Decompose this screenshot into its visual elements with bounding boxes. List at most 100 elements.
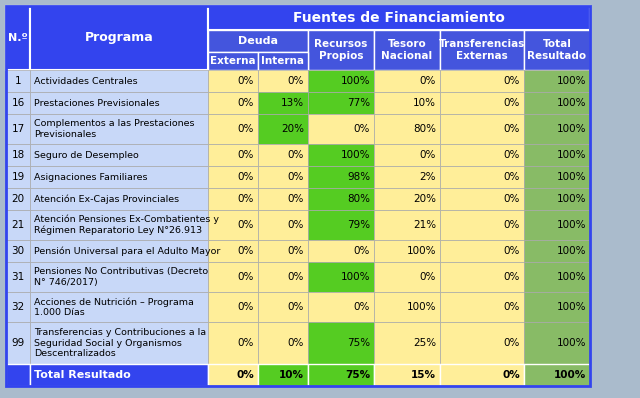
- Text: 0%: 0%: [504, 246, 520, 256]
- Text: Pensión Universal para el Adulto Mayor: Pensión Universal para el Adulto Mayor: [34, 246, 220, 256]
- Bar: [6, 240, 30, 262]
- Text: 2%: 2%: [419, 172, 436, 182]
- Text: 17: 17: [12, 124, 24, 134]
- Bar: [208, 188, 258, 210]
- Bar: [374, 144, 440, 166]
- Bar: [30, 144, 208, 166]
- Text: Transferencias y Contribuciones a la
Seguridad Social y Organismos
Descentraliza: Transferencias y Contribuciones a la Seg…: [34, 328, 206, 357]
- Bar: [374, 188, 440, 210]
- Bar: [440, 144, 524, 166]
- Text: 0%: 0%: [287, 220, 304, 230]
- Bar: [30, 210, 208, 240]
- Text: 75%: 75%: [347, 338, 370, 348]
- Text: 0%: 0%: [237, 220, 254, 230]
- Bar: [308, 114, 374, 144]
- Text: 75%: 75%: [345, 370, 370, 380]
- Bar: [440, 92, 524, 114]
- Bar: [258, 292, 308, 322]
- Text: Acciones de Nutrición – Programa
1.000 Días: Acciones de Nutrición – Programa 1.000 D…: [34, 297, 194, 317]
- Bar: [258, 240, 308, 262]
- Bar: [374, 30, 440, 70]
- Text: 16: 16: [12, 98, 24, 108]
- Bar: [258, 70, 308, 92]
- Text: 0%: 0%: [237, 302, 254, 312]
- Bar: [6, 292, 30, 322]
- Bar: [374, 292, 440, 322]
- Bar: [208, 92, 258, 114]
- Bar: [6, 322, 30, 364]
- Text: Prestaciones Previsionales: Prestaciones Previsionales: [34, 98, 159, 107]
- Bar: [440, 322, 524, 364]
- Bar: [374, 70, 440, 92]
- Bar: [258, 114, 308, 144]
- Bar: [308, 166, 374, 188]
- Text: 0%: 0%: [354, 302, 370, 312]
- Bar: [440, 30, 524, 70]
- Text: 0%: 0%: [287, 172, 304, 182]
- Text: 0%: 0%: [420, 76, 436, 86]
- Text: Transferencias
Externas: Transferencias Externas: [439, 39, 525, 60]
- Text: 21%: 21%: [413, 220, 436, 230]
- Bar: [440, 240, 524, 262]
- Bar: [30, 240, 208, 262]
- Text: Pensiones No Contributivas (Decreto
N° 746/2017): Pensiones No Contributivas (Decreto N° 7…: [34, 267, 208, 287]
- Text: Programa: Programa: [84, 31, 154, 45]
- Bar: [258, 144, 308, 166]
- Text: 98%: 98%: [347, 172, 370, 182]
- Text: 0%: 0%: [504, 98, 520, 108]
- Text: Recursos
Propios: Recursos Propios: [314, 39, 368, 60]
- Bar: [374, 322, 440, 364]
- Text: Interna: Interna: [262, 56, 305, 66]
- Bar: [308, 364, 374, 386]
- Bar: [30, 114, 208, 144]
- Bar: [524, 210, 590, 240]
- Text: 0%: 0%: [502, 370, 520, 380]
- Bar: [208, 114, 258, 144]
- Text: 10%: 10%: [413, 98, 436, 108]
- Bar: [208, 322, 258, 364]
- Text: 0%: 0%: [237, 194, 254, 204]
- Bar: [308, 30, 374, 70]
- Bar: [258, 262, 308, 292]
- Bar: [524, 92, 590, 114]
- Text: 20: 20: [12, 194, 24, 204]
- Text: Asignaciones Familiares: Asignaciones Familiares: [34, 172, 147, 181]
- Text: 32: 32: [12, 302, 24, 312]
- Text: 79%: 79%: [347, 220, 370, 230]
- Bar: [30, 166, 208, 188]
- Text: 0%: 0%: [354, 124, 370, 134]
- Bar: [258, 210, 308, 240]
- Bar: [208, 262, 258, 292]
- Bar: [6, 144, 30, 166]
- Text: 100%: 100%: [557, 98, 586, 108]
- Text: Seguro de Desempleo: Seguro de Desempleo: [34, 150, 139, 160]
- Text: 0%: 0%: [237, 76, 254, 86]
- Text: 21: 21: [12, 220, 24, 230]
- Bar: [6, 92, 30, 114]
- Text: 0%: 0%: [237, 172, 254, 182]
- Bar: [208, 240, 258, 262]
- Text: 100%: 100%: [557, 194, 586, 204]
- Text: 0%: 0%: [287, 150, 304, 160]
- Text: 0%: 0%: [237, 150, 254, 160]
- Text: 100%: 100%: [340, 150, 370, 160]
- Text: 31: 31: [12, 272, 24, 282]
- Bar: [30, 262, 208, 292]
- Bar: [258, 92, 308, 114]
- Text: 0%: 0%: [287, 194, 304, 204]
- Bar: [6, 70, 30, 92]
- Bar: [30, 188, 208, 210]
- Text: 99: 99: [12, 338, 24, 348]
- Text: 0%: 0%: [237, 338, 254, 348]
- Bar: [6, 364, 30, 386]
- Bar: [208, 52, 258, 70]
- Bar: [308, 210, 374, 240]
- Bar: [374, 364, 440, 386]
- Text: Total Resultado: Total Resultado: [34, 370, 131, 380]
- Bar: [6, 166, 30, 188]
- Bar: [524, 262, 590, 292]
- Bar: [208, 166, 258, 188]
- Text: 25%: 25%: [413, 338, 436, 348]
- Bar: [440, 364, 524, 386]
- Bar: [258, 188, 308, 210]
